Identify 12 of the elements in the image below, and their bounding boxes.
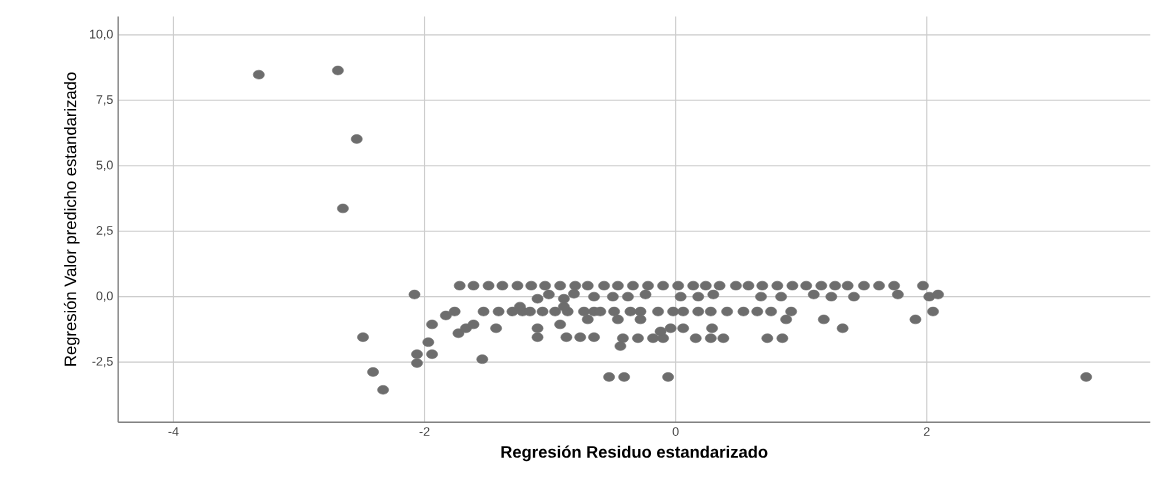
y-tick-label: 10,0 — [90, 29, 113, 40]
y-tick-label: 0,0 — [96, 291, 113, 302]
x-tick-label: 0 — [672, 426, 679, 436]
y-tick-label: 2,5 — [96, 225, 113, 237]
y-tick-label: 7,5 — [96, 95, 113, 106]
x-tick-label: 2 — [923, 426, 930, 436]
x-tick-label: -2 — [419, 426, 430, 436]
x-axis-title: Regresión Residuo estandarizado — [501, 445, 768, 461]
y-tick-label: -2,5 — [92, 356, 113, 367]
x-tick-label: -4 — [168, 426, 179, 436]
y-axis-title: Regresión Valor predicho estandarizado — [63, 72, 80, 366]
y-tick-label: 5,0 — [96, 160, 113, 171]
